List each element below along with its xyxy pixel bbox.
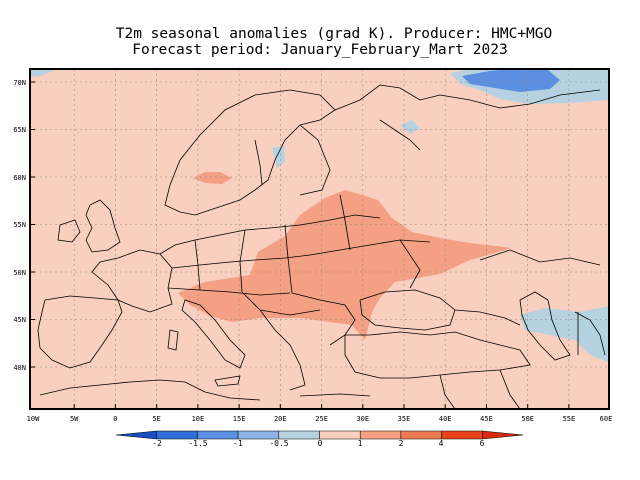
lon-tick-label: 0	[113, 415, 117, 423]
colorbar-labels: -2 -1.5 -1 -0.5 0 1 2 4 6	[152, 439, 484, 448]
colorbar-segment	[115, 430, 157, 440]
colorbar-segment	[156, 430, 198, 440]
colorbar-label: -0.5	[269, 439, 288, 448]
map-title-line-1: T2m seasonal anomalies (grad K). Produce…	[115, 26, 553, 42]
colorbar-label: -1	[233, 439, 243, 448]
lon-tick-label: 15E	[233, 415, 246, 423]
colorbar-segment	[482, 430, 524, 440]
longitude-tick-labels: 10W 5W 0 5E 10E 15E 20E 25E 30E 35E 40E …	[27, 415, 613, 423]
colorbar-segment	[278, 430, 320, 440]
map-frame	[29, 68, 610, 410]
cool-anomaly-region-kola	[400, 120, 420, 134]
lat-tick-label: 70N	[13, 79, 26, 87]
lon-tick-label: 20E	[274, 415, 287, 423]
lon-tick-label: 40E	[439, 415, 452, 423]
lon-tick-label: 10E	[192, 415, 205, 423]
colorbar-label: 1	[358, 439, 363, 448]
warm-anomaly-region-central	[178, 190, 512, 340]
lon-tick-label: 10W	[27, 415, 40, 423]
colorbar	[115, 430, 524, 440]
lon-tick-label: 60E	[600, 415, 613, 423]
colorbar-label: 4	[439, 439, 444, 448]
colorbar-segment	[441, 430, 483, 440]
lon-tick-label: 55E	[563, 415, 576, 423]
lat-tick-label: 55N	[13, 221, 26, 229]
lat-tick-label: 45N	[13, 316, 26, 324]
colorbar-label: -1.5	[188, 439, 207, 448]
colorbar-label: 0	[318, 439, 323, 448]
colorbar-segment	[237, 430, 280, 440]
coastlines-and-borders	[37, 84, 606, 409]
latitude-tick-labels: 70N 65N 60N 55N 50N 45N 40N	[13, 79, 26, 372]
lat-tick-label: 60N	[13, 174, 26, 182]
anomaly-fields	[30, 69, 609, 409]
lat-tick-label: 50N	[13, 269, 26, 277]
cool-anomaly-region-nw-corner	[30, 69, 58, 77]
lon-tick-label: 50E	[521, 415, 534, 423]
cool-anomaly-region-finland	[272, 146, 285, 168]
colorbar-label: -2	[152, 439, 162, 448]
lon-tick-label: 25E	[315, 415, 328, 423]
lat-tick-label: 65N	[13, 126, 26, 134]
colorbar-segment	[400, 430, 442, 440]
lon-tick-label: 35E	[398, 415, 411, 423]
lon-tick-label: 45E	[480, 415, 493, 423]
colorbar-segment	[359, 430, 402, 440]
lon-tick-label: 5W	[70, 415, 79, 423]
map-title-line-2: Forecast period: January_February_Mart 2…	[132, 42, 508, 58]
colorbar-segment	[319, 430, 361, 440]
colorbar-label: 6	[480, 439, 485, 448]
lon-tick-label: 30E	[356, 415, 369, 423]
colorbar-label: 2	[399, 439, 404, 448]
colorbar-segment	[197, 430, 239, 440]
lat-tick-label: 40N	[13, 364, 26, 372]
warm-anomaly-region-scandinavia	[193, 172, 232, 184]
cool-anomaly-region-caspian	[520, 306, 609, 362]
map-tick-marks	[30, 81, 570, 409]
lon-tick-label: 5E	[152, 415, 160, 423]
